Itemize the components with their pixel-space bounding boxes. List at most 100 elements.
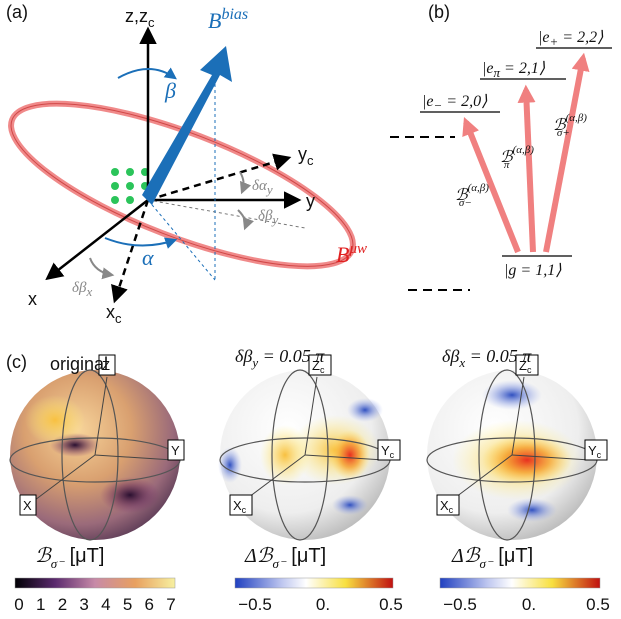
beta: β xyxy=(164,78,176,103)
group xyxy=(111,168,149,204)
t: δβ xyxy=(258,208,273,224)
shape xyxy=(48,200,148,278)
cb-sub: σ⁻ xyxy=(272,556,286,571)
d-alpha-y: δαy xyxy=(252,178,273,197)
cb-main: ℬ xyxy=(35,545,52,567)
shape xyxy=(111,182,119,190)
y-sub: c xyxy=(307,153,314,168)
figure: (a) z,zc Bbias β yc y x xc α δαy δβy δβx… xyxy=(0,0,621,619)
shape xyxy=(240,172,244,192)
k: |e xyxy=(482,60,494,77)
colorbar-tick: 1 xyxy=(36,595,45,614)
t-sub: y xyxy=(270,212,278,227)
axis-sub: c xyxy=(242,505,247,515)
axis-label: X xyxy=(23,498,32,513)
t-sub: y xyxy=(265,182,273,197)
cb-post: [μT] xyxy=(493,545,533,567)
colorbar-tick: 3 xyxy=(79,595,88,614)
cb-sub: σ⁻ xyxy=(51,556,65,571)
x-label: x xyxy=(28,289,37,309)
field-blob xyxy=(332,495,368,515)
b-sup: μw xyxy=(348,241,367,257)
shape xyxy=(105,238,175,246)
t: δβ xyxy=(72,280,87,296)
shape xyxy=(111,168,119,176)
shape xyxy=(546,58,583,252)
shape xyxy=(90,258,112,275)
title-main: δβ xyxy=(235,346,252,366)
field-blob xyxy=(100,477,160,513)
colorbar-tick: −0.5 xyxy=(238,595,272,614)
colorbar-label: Δℬσ⁻ [μT] xyxy=(451,545,533,571)
shape xyxy=(118,69,175,78)
field-blob xyxy=(25,395,85,445)
axis-sub: c xyxy=(449,505,454,515)
axis-sub: c xyxy=(320,365,325,375)
colorbar-tick: 0.5 xyxy=(586,595,610,614)
axis-main: Y xyxy=(171,443,180,458)
k-sub: + xyxy=(550,34,559,49)
colorbar-label: ℬσ⁻ [μT] xyxy=(35,545,104,571)
m-sub: σ+ xyxy=(557,127,570,139)
panel-title: original xyxy=(50,354,108,374)
shape xyxy=(111,196,119,204)
shape xyxy=(126,182,134,190)
m-sub: π xyxy=(504,159,510,171)
m-sup: (α,β) xyxy=(566,112,588,124)
title-main: δβ xyxy=(442,346,459,366)
x: x xyxy=(106,302,115,322)
alpha: α xyxy=(142,245,154,270)
y-label: y xyxy=(306,191,315,211)
field-blob xyxy=(347,398,383,422)
k: |e xyxy=(538,29,550,46)
axis-main: X xyxy=(23,498,32,513)
cb-main: Δℬ xyxy=(451,545,481,567)
xc-label: xc xyxy=(106,302,122,326)
colorbar-tick: 0. xyxy=(522,595,536,614)
t: δα xyxy=(252,178,268,194)
t-sub: x xyxy=(85,284,92,299)
colorbar-tick: 0.5 xyxy=(379,595,403,614)
y: y xyxy=(298,144,307,164)
z-axis-label: z,zc xyxy=(125,6,155,30)
colorbar xyxy=(235,578,393,588)
axis-sub: c xyxy=(597,450,602,460)
b-sup: bias xyxy=(221,6,248,23)
cb-main: Δℬ xyxy=(244,545,274,567)
group xyxy=(390,137,470,290)
cb-post: [μT] xyxy=(64,545,104,567)
k-post: = 2,2⟩ xyxy=(558,29,604,46)
k-post: = 2,1⟩ xyxy=(500,60,546,77)
colorbar-tick: 0. xyxy=(316,595,330,614)
k: |e xyxy=(422,93,434,110)
m-sub: σ− xyxy=(459,197,472,209)
axis-main: Y xyxy=(381,443,390,458)
field-blob xyxy=(330,430,370,480)
colorbar-tick: −0.5 xyxy=(443,595,477,614)
shape xyxy=(126,168,134,176)
shape xyxy=(238,210,246,228)
b-mw: Bμw xyxy=(336,241,367,267)
colorbar-tick: 4 xyxy=(101,595,110,614)
yc-label: yc xyxy=(298,144,314,168)
axis-main: Y xyxy=(588,443,597,458)
axis-main: X xyxy=(440,498,449,513)
x-sub: c xyxy=(115,311,122,326)
panel-label: (a) xyxy=(6,2,28,22)
shape xyxy=(148,200,305,228)
axis-sub: c xyxy=(390,450,395,460)
colorbar-tick: 6 xyxy=(145,595,154,614)
colorbar-label: Δℬσ⁻ [μT] xyxy=(244,545,326,571)
k-post: = 2,0⟩ xyxy=(442,93,488,110)
colorbar-tick: 2 xyxy=(58,595,67,614)
title-post: = 0.05 π xyxy=(258,346,325,366)
colorbar xyxy=(440,578,600,588)
z-sub: c xyxy=(148,15,155,30)
panel-label: (c) xyxy=(6,352,27,372)
axis-label: Y xyxy=(171,443,180,458)
field-blob xyxy=(260,425,310,485)
colorbar-tick: 0 xyxy=(14,595,23,614)
colorbar xyxy=(15,578,175,588)
b: B xyxy=(208,8,221,33)
